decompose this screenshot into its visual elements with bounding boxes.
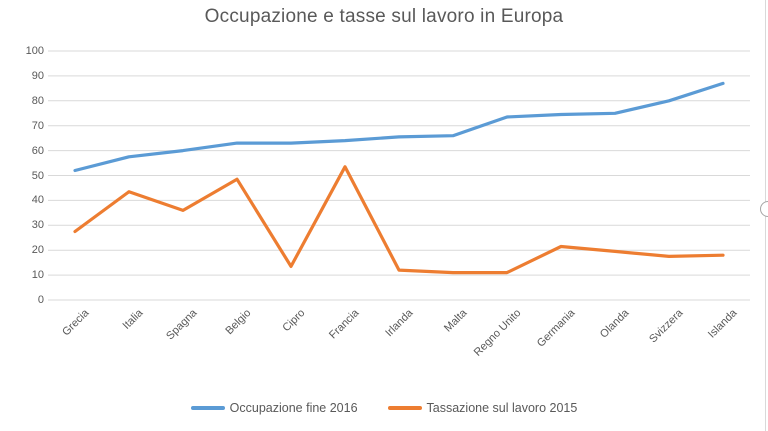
legend-swatch-occupazione-icon — [190, 406, 225, 410]
y-axis-tick-label: 50 — [31, 169, 44, 182]
y-axis-tick-label: 90 — [31, 69, 44, 82]
y-axis-tick-label: 20 — [31, 244, 44, 257]
y-axis-tick-label: 10 — [31, 269, 44, 282]
y-axis-tick-label: 80 — [31, 94, 44, 107]
y-axis-tick-label: 30 — [31, 219, 44, 232]
y-axis-tick-label: 0 — [37, 294, 44, 306]
legend-item-tassazione[interactable]: Tassazione sul lavoro 2015 — [387, 401, 578, 415]
legend-swatch-tassazione-icon — [387, 406, 422, 410]
y-axis-tick-label: 100 — [25, 45, 44, 57]
gridlines — [48, 50, 750, 301]
legend-label-occupazione: Occupazione fine 2016 — [229, 401, 358, 415]
y-axis-tick-label: 60 — [31, 144, 44, 157]
legend: Occupazione fine 2016 Tassazione sul lav… — [0, 398, 768, 418]
legend-item-occupazione[interactable]: Occupazione fine 2016 — [190, 401, 358, 415]
series-line-tassazione-sul-lavoro-2015[interactable] — [73, 165, 725, 275]
series-lines — [73, 81, 725, 275]
series-line-occupazione-fine-2016[interactable] — [73, 81, 725, 173]
y-axis-tick-label: 40 — [31, 194, 44, 207]
chart-title: Occupazione e tasse sul lavoro in Europa — [204, 6, 564, 27]
legend-label-tassazione: Tassazione sul lavoro 2015 — [426, 401, 578, 415]
y-axis-tick-label: 70 — [31, 119, 44, 132]
